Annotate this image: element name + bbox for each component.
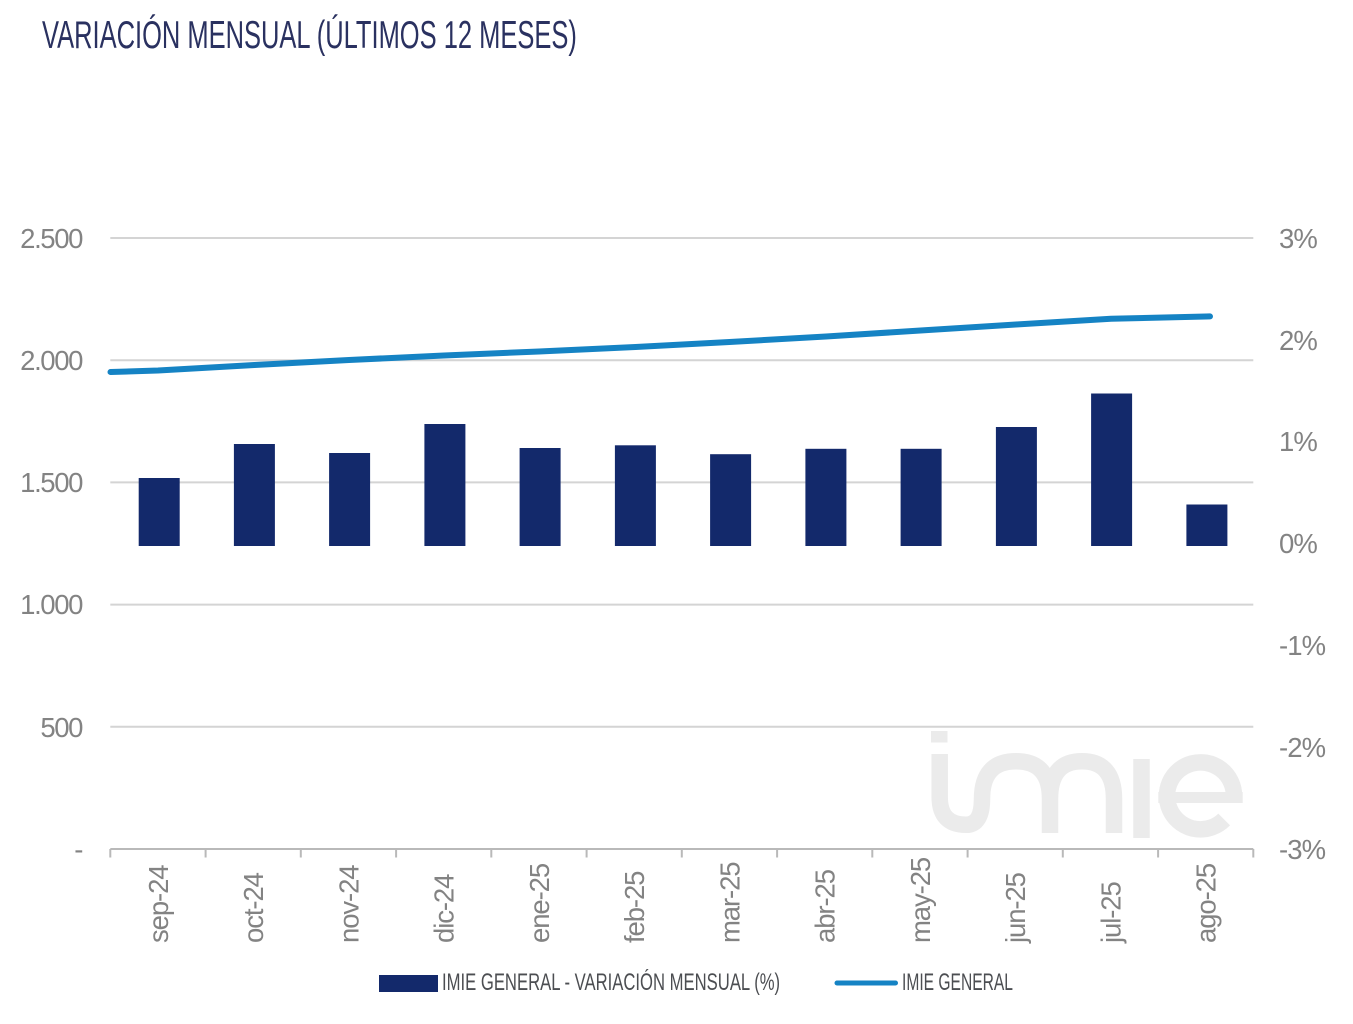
svg-text:sep-24: sep-24 <box>143 865 174 943</box>
svg-text:mar-25: mar-25 <box>714 862 745 943</box>
svg-text:dic-24: dic-24 <box>429 874 460 943</box>
svg-text:oct-24: oct-24 <box>238 872 269 943</box>
svg-text:may-25: may-25 <box>905 857 936 943</box>
svg-text:jul-25: jul-25 <box>1095 882 1126 944</box>
svg-text:feb-25: feb-25 <box>619 871 650 943</box>
svg-text:jun-25: jun-25 <box>1000 872 1031 944</box>
svg-text:ene-25: ene-25 <box>524 863 555 943</box>
svg-text:ago-25: ago-25 <box>1191 863 1222 943</box>
svg-text:nov-24: nov-24 <box>333 865 364 943</box>
svg-text:abr-25: abr-25 <box>810 869 841 943</box>
